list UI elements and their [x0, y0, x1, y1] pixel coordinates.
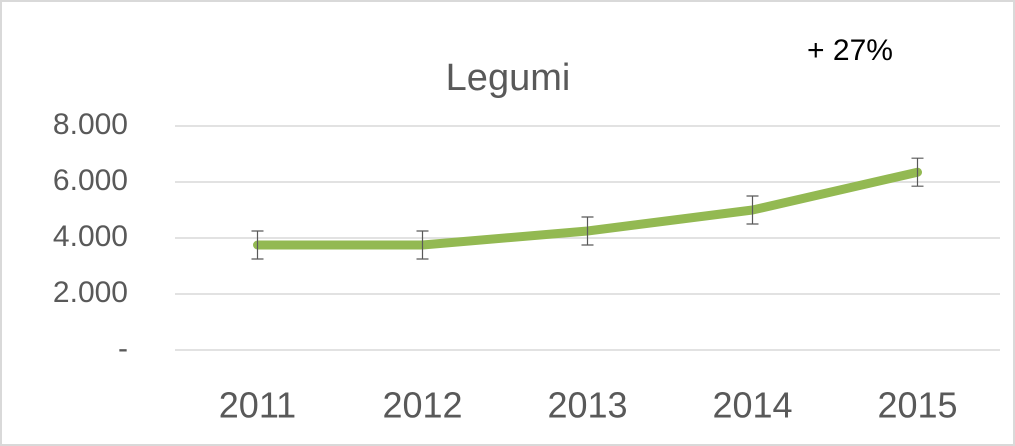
- chart-title: Legumi: [446, 57, 571, 99]
- y-tick-label: -: [118, 332, 128, 365]
- y-tick-label: 4.000: [53, 220, 128, 253]
- x-tick-label: 2013: [547, 385, 627, 426]
- y-tick-label: 2.000: [53, 276, 128, 309]
- annotation: + 27%: [807, 34, 893, 67]
- x-tick-label: 2012: [382, 385, 462, 426]
- error-bar: [581, 216, 594, 246]
- x-tick-label: 2015: [877, 385, 957, 426]
- x-tick-label: 2011: [219, 385, 296, 426]
- error-bar: [416, 230, 429, 260]
- error-bar: [911, 157, 924, 187]
- x-tick-label: 2014: [712, 385, 792, 426]
- error-bar: [746, 195, 759, 225]
- y-tick-label: 8.000: [53, 108, 128, 141]
- y-tick-label: 6.000: [53, 164, 128, 197]
- error-bar: [251, 230, 264, 260]
